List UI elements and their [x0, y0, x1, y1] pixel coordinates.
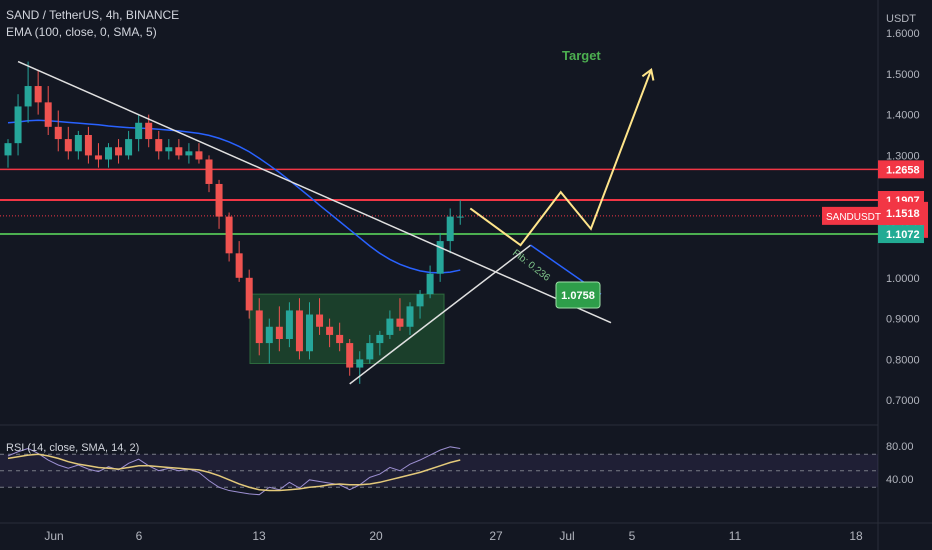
candle-body: [366, 343, 374, 360]
candle-body: [105, 147, 112, 160]
time-tick-label: 20: [369, 529, 383, 543]
candle-body: [265, 326, 273, 344]
rsi-line: [7, 446, 461, 496]
rsi-tick-label: 80.00: [886, 441, 914, 453]
candle-body: [195, 151, 203, 160]
price-tick-label: 0.7000: [886, 395, 920, 407]
descending-trendline: [17, 60, 612, 324]
rsi-tick-label: 40.00: [886, 474, 914, 486]
candle-body: [426, 273, 434, 295]
candle-body: [34, 86, 42, 103]
candle-body: [44, 102, 52, 127]
price-tick-label: 0.9000: [886, 314, 920, 326]
candle-body: [416, 294, 424, 307]
candle-body: [255, 310, 263, 344]
price-tick-label: 1.4000: [886, 110, 920, 122]
candle-body: [316, 314, 324, 327]
candle-body: [4, 143, 12, 156]
symbol-legend[interactable]: SAND / TetherUS, 4h, BINANCE: [6, 8, 180, 22]
candle-body: [115, 147, 123, 156]
candle-body: [456, 216, 464, 218]
candle-body: [376, 334, 384, 344]
time-tick-label: Jun: [44, 529, 63, 543]
candle-body: [285, 310, 293, 339]
candle-body: [386, 318, 394, 335]
resistance-upper-tag: 1.2658: [886, 164, 920, 176]
candle-body: [436, 241, 444, 274]
candle-body: [24, 86, 32, 107]
projection-arrowhead: [641, 67, 655, 81]
time-tick-label: 11: [729, 529, 742, 543]
candle-body: [74, 135, 82, 152]
candle-body: [326, 326, 334, 335]
candle-body: [14, 106, 22, 144]
candle-body: [135, 122, 143, 140]
candle-body: [306, 314, 313, 352]
candle-body: [64, 139, 72, 152]
price-tick-label: 1.0000: [886, 273, 920, 285]
time-tick-label: 6: [136, 529, 143, 543]
fib-value-label: 1.0758: [561, 290, 595, 302]
candle-body: [94, 155, 102, 160]
ascending-trendline: [349, 244, 532, 385]
candle-body: [225, 216, 233, 254]
price-tick-label: 0.8000: [886, 354, 920, 366]
candle-body: [245, 277, 253, 311]
time-tick-label: 5: [629, 529, 636, 543]
time-tick-label: 27: [489, 529, 503, 543]
candle-body: [446, 216, 454, 242]
candle-body: [205, 159, 213, 184]
price-tick-label: 1.6000: [886, 28, 920, 40]
candle-body: [215, 183, 223, 217]
candle-body: [155, 139, 163, 152]
candle-body: [125, 139, 133, 156]
candle-body: [145, 122, 153, 140]
price-axis-bg: [878, 0, 932, 550]
currency-label: USDT: [886, 13, 916, 25]
resistance-upper-tag-bg: [878, 160, 924, 179]
target-label: Target: [562, 48, 601, 63]
time-tick-label: Jul: [559, 529, 574, 543]
time-tick-label: 13: [252, 529, 266, 543]
last-price-tag: 1.1518: [886, 208, 920, 220]
candle-body: [275, 326, 283, 339]
candle-body: [185, 151, 193, 156]
candle-body: [396, 318, 404, 327]
candle-body: [235, 253, 243, 278]
symbol-tag-bg: [822, 206, 878, 225]
candle-body: [54, 126, 62, 140]
price-tick-label: 1.3000: [886, 150, 920, 162]
fib-value-box: [555, 281, 601, 309]
ema-legend[interactable]: EMA (100, close, 0, SMA, 5): [6, 25, 157, 39]
rsi-ma-line: [7, 453, 461, 492]
time-tick-label: 18: [849, 529, 863, 543]
candle-body: [336, 334, 344, 344]
candle-body: [165, 147, 173, 152]
symbol-tag: SANDUSDT: [826, 212, 881, 223]
support-tag-bg: [878, 225, 924, 244]
candle-body: [406, 306, 414, 327]
fib-label: Fib: 0.236: [510, 248, 552, 284]
projection-path: [469, 69, 653, 247]
ema-line: [7, 119, 461, 274]
candle-body: [295, 310, 303, 352]
rsi-legend[interactable]: RSI (14, close, SMA, 14, 2): [6, 442, 140, 454]
support-tag: 1.1072: [886, 229, 920, 241]
price-tick-label: 1.5000: [886, 69, 920, 81]
candle-body: [84, 135, 92, 156]
candle-body: [346, 343, 354, 368]
candle-body: [356, 359, 364, 368]
candle-body: [175, 147, 183, 156]
